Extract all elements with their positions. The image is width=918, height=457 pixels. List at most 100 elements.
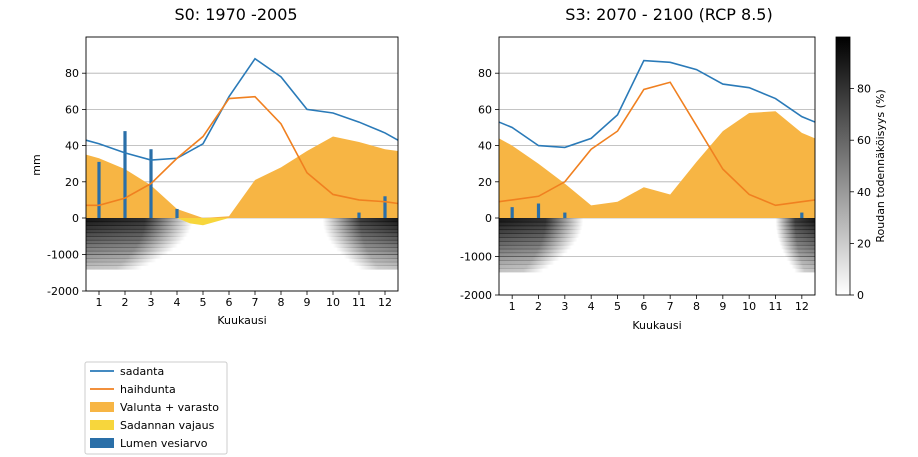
x-tick-label: 8 bbox=[278, 296, 285, 309]
x-axis-label: Kuukausi bbox=[217, 314, 266, 327]
legend-label: haihdunta bbox=[120, 383, 176, 396]
frost-strip bbox=[353, 261, 398, 266]
area-valunta-varasto bbox=[499, 111, 815, 218]
frost-strip bbox=[343, 254, 398, 259]
frost-strip bbox=[86, 247, 174, 252]
frost-strip bbox=[776, 229, 815, 234]
bar-lumen-vesiarvo bbox=[800, 212, 804, 218]
x-tick-label: 1 bbox=[509, 300, 516, 313]
frost-strip bbox=[330, 239, 398, 245]
frost-strip bbox=[325, 232, 398, 237]
legend-label: Sadannan vajaus bbox=[120, 419, 215, 432]
frost-region bbox=[775, 218, 815, 273]
frost-strip bbox=[499, 256, 560, 261]
frost-strip bbox=[86, 221, 193, 226]
legend-item: Sadannan vajaus bbox=[90, 419, 215, 432]
frost-strip bbox=[499, 244, 572, 250]
y-tick-label: 0 bbox=[72, 212, 79, 225]
frost-strip bbox=[86, 239, 182, 245]
frost-strip bbox=[322, 218, 398, 223]
area-sadannan-vajaus bbox=[177, 218, 229, 226]
x-tick-label: 3 bbox=[561, 300, 568, 313]
colorbar-label: Roudan todennäköisyys (%) bbox=[874, 89, 887, 242]
colorbar-gradient bbox=[835, 36, 851, 296]
frost-strip bbox=[778, 237, 815, 242]
x-tick-label: 3 bbox=[148, 296, 155, 309]
legend-item: Valunta + varasto bbox=[90, 401, 219, 414]
bar-lumen-vesiarvo bbox=[97, 161, 101, 218]
frost-strip bbox=[775, 218, 815, 223]
y-tick-label: 60 bbox=[478, 103, 492, 116]
frost-strip bbox=[332, 243, 398, 248]
line-haihdunta bbox=[86, 95, 399, 207]
frost-strip bbox=[358, 265, 398, 270]
x-tick-label: 12 bbox=[378, 296, 392, 309]
y-axis-label: mm bbox=[30, 154, 43, 175]
frost-strip bbox=[339, 250, 398, 255]
frost-strip bbox=[499, 268, 544, 273]
axes-frame bbox=[498, 36, 816, 296]
x-axis-label: Kuukausi bbox=[632, 319, 681, 332]
frost-strip bbox=[499, 229, 582, 234]
legend-item: haihdunta bbox=[90, 383, 176, 396]
area-valunta-varasto bbox=[86, 136, 398, 218]
x-tick-label: 7 bbox=[667, 300, 674, 313]
legend-swatch-patch bbox=[90, 402, 114, 412]
legend-label: sadanta bbox=[120, 365, 164, 378]
legend: sadanta haihdunta Valunta + varasto Sadanna… bbox=[84, 361, 228, 455]
frost-strip bbox=[499, 248, 569, 254]
frost-strip bbox=[86, 261, 150, 266]
frost-strip bbox=[86, 243, 178, 248]
line-haihdunta bbox=[498, 81, 816, 207]
y-tick-label: 20 bbox=[65, 176, 79, 189]
colorbar: 80 60 40 20 0 Roudan todennäköisyys (%) bbox=[835, 36, 887, 302]
frost-strip bbox=[499, 260, 555, 265]
frost-strip bbox=[348, 258, 398, 263]
chart-title: S0: 1970 -2005 bbox=[174, 5, 297, 24]
x-tick-label: 4 bbox=[174, 296, 181, 309]
y-tick-label: 40 bbox=[65, 140, 79, 153]
legend-box bbox=[84, 361, 228, 455]
x-tick-label: 4 bbox=[588, 300, 595, 313]
line-sadanta bbox=[498, 59, 816, 149]
frost-strip bbox=[86, 254, 163, 259]
colorbar-tick-label: 80 bbox=[857, 83, 871, 96]
chart-panel-s3: S3: 2070 - 2100 (RCP 8.5) 80 60 40 20 0 -1000… bbox=[460, 5, 816, 332]
bar-lumen-vesiarvo bbox=[563, 212, 567, 218]
frost-strip bbox=[336, 247, 398, 252]
frost-strip bbox=[86, 225, 192, 230]
frost-strip bbox=[775, 225, 815, 231]
bar-lumen-vesiarvo bbox=[175, 208, 179, 218]
frost-strip bbox=[499, 221, 584, 227]
frost-strip bbox=[784, 252, 815, 257]
legend-label: Lumen vesiarvo bbox=[120, 437, 208, 450]
frost-strip bbox=[86, 265, 143, 270]
y-tick-label: 40 bbox=[478, 140, 492, 153]
x-tick-label: 9 bbox=[304, 296, 311, 309]
bar-lumen-vesiarvo bbox=[123, 131, 127, 218]
axes-frame bbox=[85, 36, 399, 292]
frost-strip bbox=[86, 232, 188, 237]
frost-strip bbox=[86, 236, 186, 241]
frost-strip bbox=[786, 256, 815, 261]
legend-item: sadanta bbox=[90, 365, 164, 378]
frost-strip bbox=[322, 221, 398, 226]
bar-lumen-vesiarvo bbox=[357, 212, 361, 218]
chart-title: S3: 2070 - 2100 (RCP 8.5) bbox=[565, 5, 772, 24]
y-tick-label: -2000 bbox=[460, 289, 492, 302]
frost-strip bbox=[499, 233, 580, 238]
y-tick-label: 80 bbox=[65, 67, 79, 80]
colorbar-tick-label: 40 bbox=[857, 186, 871, 199]
frost-strip bbox=[788, 260, 815, 265]
x-tick-label: 7 bbox=[252, 296, 259, 309]
frost-strip bbox=[324, 228, 398, 234]
frost-strip bbox=[794, 268, 815, 273]
y-tick-label: -2000 bbox=[47, 285, 79, 298]
x-tick-label: 10 bbox=[742, 300, 756, 313]
x-tick-label: 5 bbox=[614, 300, 621, 313]
x-tick-label: 1 bbox=[96, 296, 103, 309]
